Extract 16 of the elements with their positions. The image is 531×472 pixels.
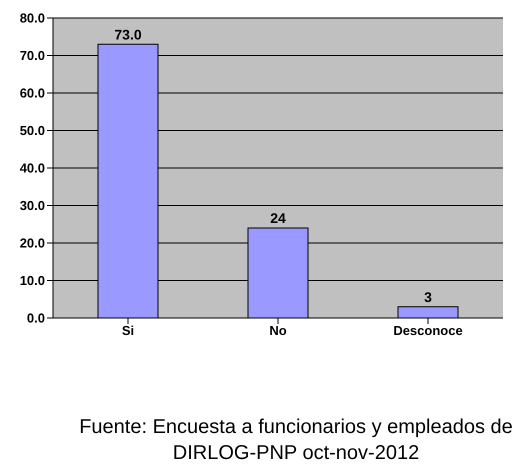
data-label: 73.0 [114,26,142,42]
data-label: 24 [270,210,286,226]
y-tick-label: 50.0 [20,123,45,138]
y-tick-label: 30.0 [20,198,45,214]
data-label: 3 [424,288,432,305]
x-tick-label: No [269,323,287,338]
y-tick-label: 40.0 [20,160,45,176]
y-tick-label: 10.0 [20,273,45,288]
y-tick-label: 70.0 [20,48,45,64]
source-note: Fuente: Encuesta a funcionarios y empleados de DIRLOG-PNP oct-nov-2012 [78,415,514,466]
y-tick-label: 0.0 [26,310,45,326]
x-tick-label: Si [122,323,134,338]
y-tick-label: 60.0 [20,86,45,101]
y-tick-label: 20.0 [20,236,45,251]
x-tick-label: Desconoce [393,323,463,338]
y-tick-label: 80.0 [20,10,45,26]
